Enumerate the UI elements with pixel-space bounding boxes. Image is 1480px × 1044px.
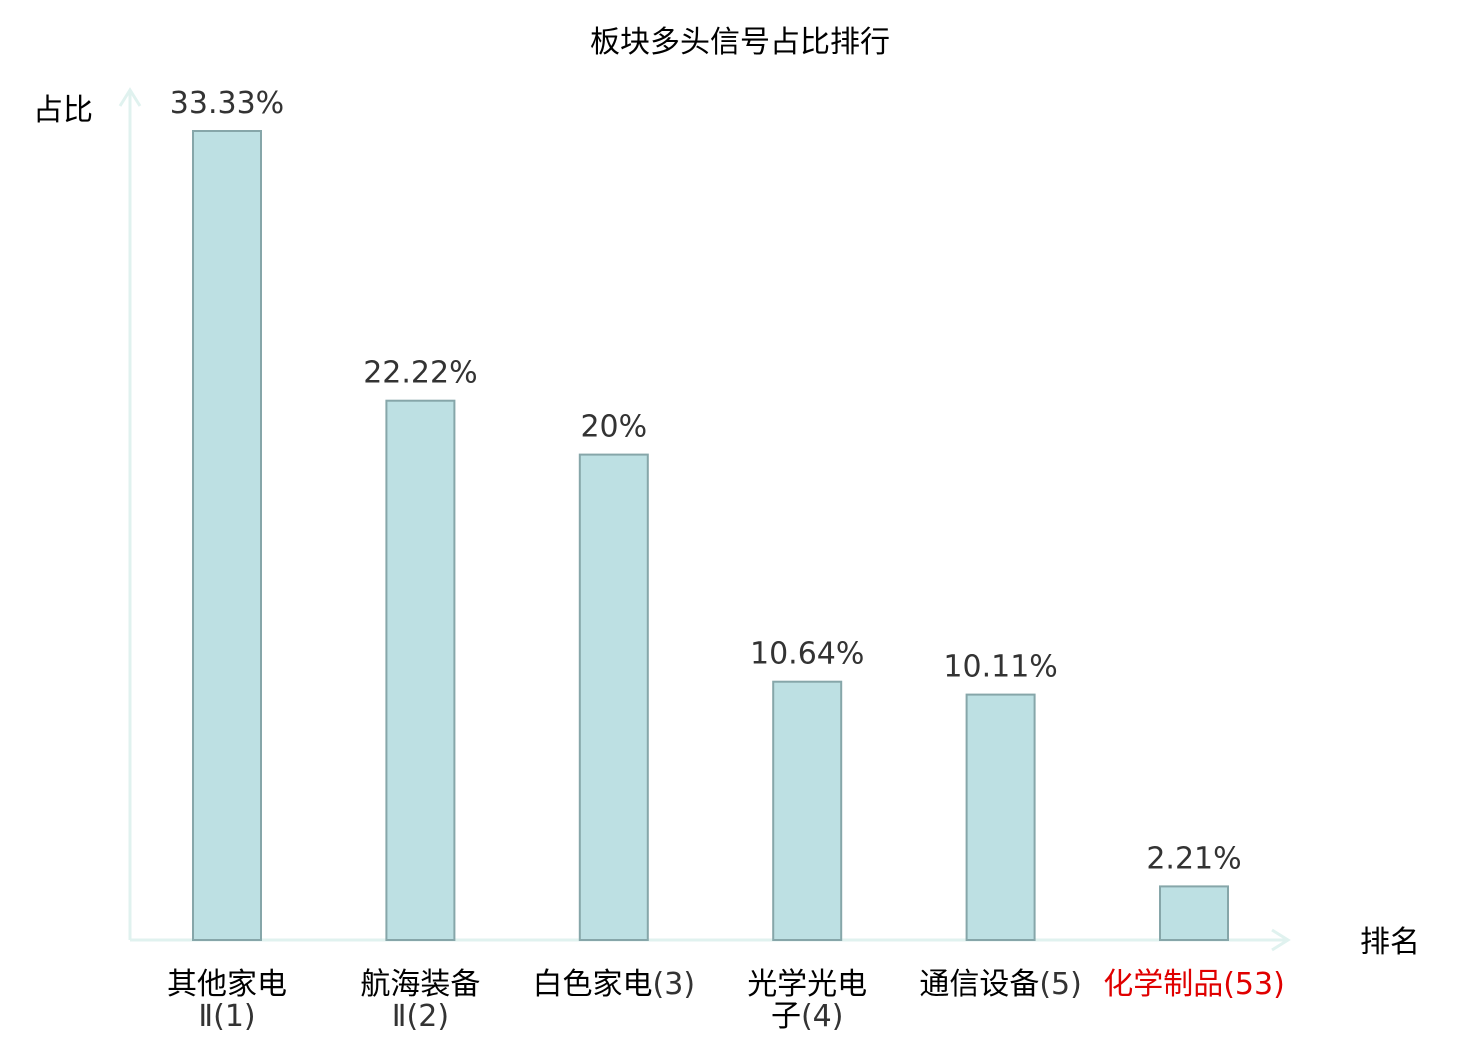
value-label-3: 20% <box>580 410 647 445</box>
value-label-2: 22.22% <box>363 356 477 391</box>
bar-1 <box>192 130 262 941</box>
category-label-2-line-2: Ⅱ(2) <box>392 999 449 1034</box>
category-name-4: 子 <box>771 999 801 1034</box>
category-label-1-line-2: Ⅱ(1) <box>198 999 255 1034</box>
category-label-3-line-1: 白色家电(3) <box>533 967 696 1002</box>
category-name-2: 航海装备 <box>360 967 480 1002</box>
category-label-6-line-1: 化学制品(53) <box>1103 967 1285 1002</box>
category-label-4-line-1: 光学光电 <box>747 967 867 1002</box>
x-axis-arrow <box>1271 928 1291 952</box>
category-rank-1: Ⅱ(1) <box>198 999 255 1034</box>
category-label-2-line-1: 航海装备 <box>360 967 480 1002</box>
category-rank-4: (4) <box>801 999 844 1034</box>
value-labels-group: 33.33% 22.22% 20% 10.64% 10.11% 2.21% <box>170 86 1242 876</box>
category-label-5-line-1: 通信设备(5) <box>919 967 1082 1002</box>
category-label-1-line-1: 其他家电 <box>167 967 287 1002</box>
category-name-5: 通信设备 <box>919 967 1039 1002</box>
bars-group <box>192 130 1229 942</box>
category-name-4: 光学光电 <box>747 967 867 1002</box>
bar-5 <box>965 693 1036 941</box>
category-rank-3: (3) <box>653 967 696 1002</box>
value-label-5: 10.11% <box>943 650 1057 685</box>
value-label-4: 10.64% <box>750 637 864 672</box>
value-label-6: 2.21% <box>1146 841 1241 876</box>
category-label-4-line-2: 子(4) <box>771 999 844 1034</box>
y-axis-label: 占比 <box>33 93 93 128</box>
bar-4 <box>772 680 843 941</box>
bar-3 <box>578 453 649 941</box>
y-axis-arrow <box>118 87 142 107</box>
axes <box>118 87 1291 952</box>
category-rank-5: (5) <box>1039 967 1082 1002</box>
value-label-1: 33.33% <box>170 86 284 121</box>
category-name-1: 其他家电 <box>167 967 287 1002</box>
category-rank-6: (53) <box>1223 967 1285 1002</box>
category-rank-2: Ⅱ(2) <box>392 999 449 1034</box>
x-axis-label: 排名 <box>1360 925 1420 960</box>
category-name-6: 化学制品 <box>1103 967 1223 1002</box>
chart-title: 板块多头信号占比排行 <box>590 25 890 60</box>
category-name-3: 白色家电 <box>533 967 653 1002</box>
bar-6 <box>1159 885 1229 942</box>
bar-2 <box>385 399 456 941</box>
